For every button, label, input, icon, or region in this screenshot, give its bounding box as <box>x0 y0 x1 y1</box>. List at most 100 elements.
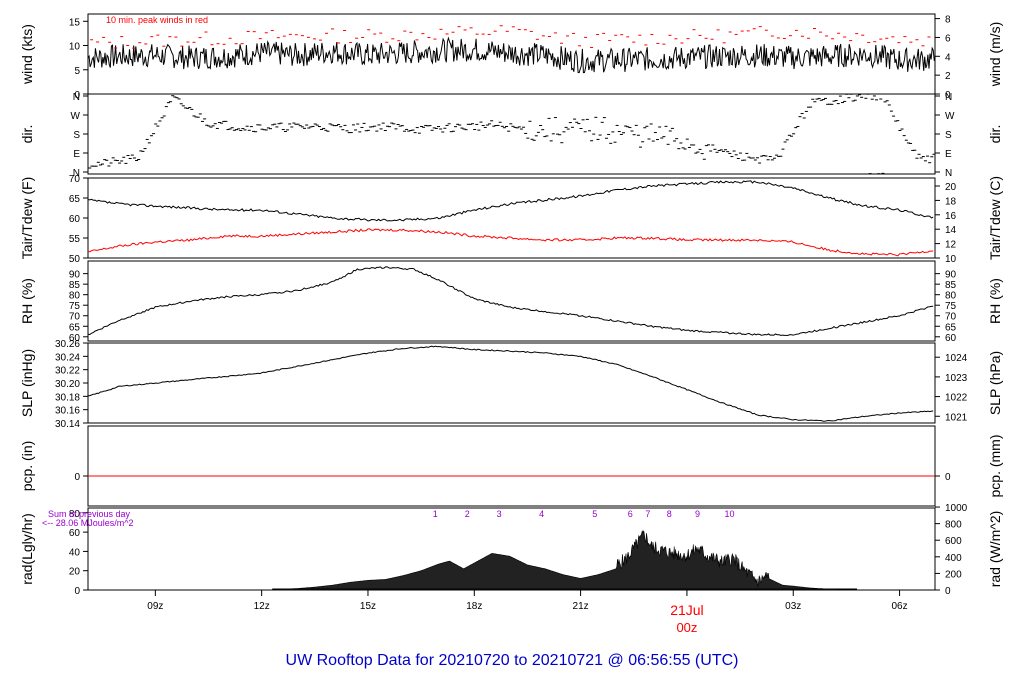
peak-annotation: 10 min. peak winds in red <box>106 15 208 25</box>
ylabel-left: dir. <box>19 125 35 144</box>
xtick-label: 15z <box>360 601 376 612</box>
panel-slp: 30.14 30.16 30.18 30.20 30.22 30.24 30.26 1021 1… <box>19 339 1003 430</box>
ytick-right-label: 75 <box>945 301 957 312</box>
ylabel-right: Tair/Tdew (C) <box>987 176 1003 260</box>
ytick-left-label: E <box>73 149 80 160</box>
x-axis: 09z 12z 15z 18z 21z 21Jul 00z 03z 06z <box>147 590 908 635</box>
page-title: UW Rooftop Data for 20210720 to 20210721… <box>286 652 739 669</box>
sun-hour-label: 6 <box>628 509 633 519</box>
ytick-left-label: 75 <box>69 301 81 312</box>
ytick-right-label: N <box>945 168 952 179</box>
xtick-label: 18z <box>466 601 482 612</box>
ytick-right-label: 90 <box>945 270 957 281</box>
panel-temp: 50 55 60 65 70 10 12 14 16 18 20 Tair/Tdew (F) Tair/… <box>19 174 1003 265</box>
ylabel-right: RH (%) <box>987 278 1003 324</box>
panel-frame <box>87 425 936 507</box>
ytick-left-label: 80 <box>69 509 81 520</box>
series-rh-0 <box>88 266 934 337</box>
ytick-left-label: 30.16 <box>55 406 80 417</box>
sun-hour-label: 7 <box>645 509 650 519</box>
ytick-left-label: 70 <box>69 312 81 323</box>
xtick-label: 09z <box>147 601 163 612</box>
ytick-left-label: 15 <box>69 17 81 28</box>
ytick-right-label: E <box>945 149 952 160</box>
ytick-left-label: 50 <box>69 254 81 265</box>
ytick-right-label: W <box>945 111 955 122</box>
ytick-left-label: 90 <box>69 270 81 281</box>
series-radiation <box>271 530 858 590</box>
ylabel-right: pcp. (mm) <box>987 435 1003 498</box>
panel-wind: 0 5 10 15 0 2 4 6 8 wind (kts) wind (m/s) 10 min. p… <box>19 13 1003 101</box>
sun-hour-label: 8 <box>667 509 672 519</box>
date-label: 21Jul <box>670 602 703 618</box>
ytick-right-label: 400 <box>945 553 962 564</box>
ytick-right-label: 14 <box>945 225 957 236</box>
ytick-left-label: 5 <box>74 66 80 77</box>
xtick-label: 03z <box>785 601 801 612</box>
ylabel-right: wind (m/s) <box>987 22 1003 88</box>
ytick-right-label: S <box>945 130 952 141</box>
ytick-left-label: 20 <box>69 567 81 578</box>
panel-frame <box>87 342 936 424</box>
xtick-label: 00z <box>676 620 697 635</box>
ytick-left-label: 30.22 <box>55 366 80 377</box>
ytick-left-label: 10 <box>69 42 81 53</box>
ytick-right-label: 8 <box>945 15 951 26</box>
ylabel-right: dir. <box>987 125 1003 144</box>
ytick-left-label: S <box>73 130 80 141</box>
sun-hour-label: 5 <box>592 509 597 519</box>
series-temp-1 <box>88 228 934 257</box>
sun-hour-label: 3 <box>497 509 502 519</box>
ytick-left-label: 30.18 <box>55 392 80 403</box>
sun-hour-label: 10 <box>724 509 734 519</box>
ytick-right-label: 4 <box>945 52 951 63</box>
ytick-right-label: 0 <box>945 586 951 597</box>
ytick-left-label: 60 <box>69 333 81 344</box>
ytick-right-label: 60 <box>945 333 957 344</box>
ylabel-left: SLP (inHg) <box>19 349 35 417</box>
ytick-right-label: 18 <box>945 196 957 207</box>
ytick-left-label: N <box>73 168 80 179</box>
ytick-right-label: 1022 <box>945 393 968 404</box>
ylabel-right: SLP (hPa) <box>987 351 1003 415</box>
ytick-right-label: 2 <box>945 71 951 82</box>
xtick-label: 06z <box>891 601 907 612</box>
panel-frame <box>87 260 936 342</box>
sun-hour-label: 1 <box>433 509 438 519</box>
ytick-right-label: 16 <box>945 211 957 222</box>
ytick-left-label: 60 <box>69 528 81 539</box>
ytick-right-label: 6 <box>945 33 951 44</box>
ytick-left-label: 65 <box>69 322 81 333</box>
ytick-left-label: 0 <box>74 586 80 597</box>
sun-hour-label: 9 <box>695 509 700 519</box>
rad-annotation: Sum of previous day <box>48 509 131 519</box>
sun-hour-label: 2 <box>465 509 470 519</box>
ytick-right-label: 1000 <box>945 503 968 514</box>
ytick-right-label: 1024 <box>945 353 968 364</box>
ytick-left-label: 40 <box>69 547 81 558</box>
ylabel-left: RH (%) <box>19 278 35 324</box>
series-temp-0 <box>88 180 934 222</box>
ytick-left-label: 0 <box>74 472 80 483</box>
ytick-right-label: 65 <box>945 322 957 333</box>
xtick-label: 21z <box>573 601 589 612</box>
ylabel-left: pcp. (in) <box>19 441 35 492</box>
ylabel-right: rad (W/m^2) <box>987 511 1003 588</box>
ytick-right-label: 10 <box>945 254 957 265</box>
panel-frame <box>87 93 936 175</box>
xtick-label: 12z <box>254 601 270 612</box>
ylabel-left: rad(Lgly/hr) <box>19 513 35 585</box>
ytick-right-label: 70 <box>945 312 957 323</box>
panel-pcp: 0 0 pcp. (in) pcp. (mm) <box>19 425 1003 507</box>
ytick-right-label: 0 <box>945 90 951 101</box>
ytick-right-label: 1021 <box>945 412 968 423</box>
ytick-right-label: 12 <box>945 240 957 251</box>
ylabel-left: Tair/Tdew (F) <box>19 177 35 259</box>
ytick-left-label: 30.26 <box>55 339 80 350</box>
ytick-left-label: 30.20 <box>55 379 80 390</box>
ytick-left-label: W <box>71 111 81 122</box>
